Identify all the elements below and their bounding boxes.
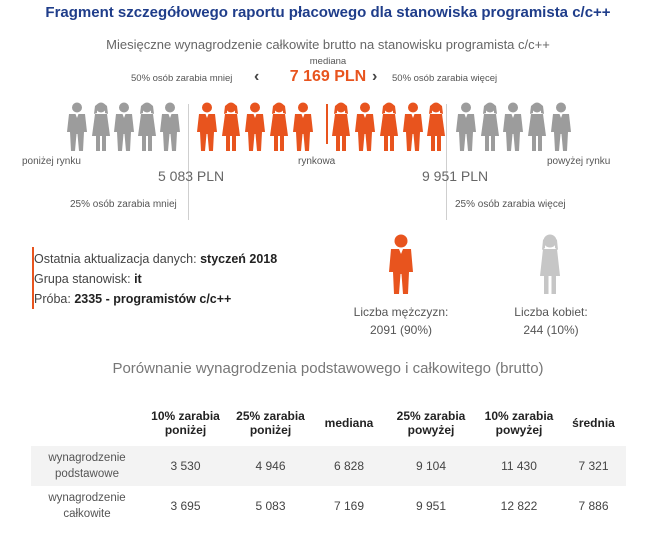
table-header-row: 10% zarabia poniżej 25% zarabia poniżej … [31, 400, 626, 446]
person-icon [427, 102, 445, 151]
sample-row: Próba: 2335 - programistów c/c++ [34, 292, 231, 306]
person-icon [114, 102, 134, 151]
update-label: Ostatnia aktualizacja danych: [34, 252, 197, 266]
person-icon [67, 102, 87, 151]
quartile-divider-right [446, 104, 447, 220]
comparison-table: 10% zarabia poniżej 25% zarabia poniżej … [31, 400, 626, 526]
table-row: wynagrodzenie całkowite 3 695 5 083 7 16… [31, 486, 626, 526]
upper-quartile-text: 25% osób zarabia więcej [455, 199, 566, 210]
sample-value: 2335 - programistów c/c++ [74, 292, 232, 306]
group-label: Grupa stanowisk: [34, 272, 131, 286]
row-label: wynagrodzenie podstawowe [31, 446, 143, 486]
person-icon [380, 102, 398, 151]
person-icon [551, 102, 571, 151]
lower-quartile-value: 5 083 PLN [158, 168, 225, 184]
men-count-label: Liczba mężczyzn: [353, 305, 449, 319]
people-row [0, 102, 656, 154]
male-icon [389, 234, 413, 294]
table-header: średnia [572, 416, 615, 430]
chevron-right-icon: › [372, 68, 378, 85]
info-accent-bar [32, 247, 34, 309]
chart-subtitle: Miesięczne wynagrodzenie całkowite brutt… [106, 37, 550, 52]
sample-label: Próba: [34, 292, 71, 306]
table-cell: 9 951 [415, 499, 447, 513]
person-icon [528, 102, 546, 151]
person-icon [92, 102, 110, 151]
table-cell: 6 828 [313, 446, 385, 486]
table-header: 10% zarabia poniżej [151, 409, 220, 437]
below-market-label: poniżej rynku [22, 156, 81, 167]
table-header: mediana [324, 416, 374, 430]
person-icon [293, 102, 313, 151]
table-header-empty [31, 400, 143, 446]
table-cell: 4 946 [228, 446, 313, 486]
market-label: rynkowa [298, 156, 336, 167]
person-icon [160, 102, 180, 151]
person-icon [481, 102, 499, 151]
person-icon [222, 102, 240, 151]
person-icon [403, 102, 423, 151]
group-value: it [134, 272, 142, 286]
table-cell: 7 321 [561, 446, 626, 486]
person-icon [355, 102, 375, 151]
table-cell: 9 104 [385, 446, 477, 486]
comparison-title: Porównanie wynagrodzenia podstawowego i … [112, 360, 544, 377]
women-count-value: 244 (10%) [523, 323, 579, 337]
table-cell: 7 169 [333, 499, 365, 513]
update-row: Ostatnia aktualizacja danych: styczeń 20… [34, 252, 277, 266]
table-cell: 12 822 [500, 499, 538, 513]
report-title: Fragment szczegółowego raportu płacowego… [45, 4, 611, 21]
table-cell: 3 695 [170, 499, 201, 513]
group-row: Grupa stanowisk: it [34, 272, 142, 286]
women-count-label: Liczba kobiet: [514, 305, 588, 319]
above-market-label: powyżej rynku [547, 156, 611, 167]
person-icon [270, 102, 288, 151]
person-icon [138, 102, 156, 151]
person-icon [332, 102, 350, 151]
table-cell: 11 430 [477, 446, 561, 486]
table-row: wynagrodzenie podstawowe 3 530 4 946 6 8… [31, 446, 626, 486]
person-icon [245, 102, 265, 151]
median-label: mediana [309, 56, 347, 67]
median-value: 7 169 PLN [289, 68, 367, 85]
upper-quartile-value: 9 951 PLN [422, 168, 489, 184]
table-cell: 5 083 [255, 499, 286, 513]
above-median-text: 50% osób zarabia więcej [392, 73, 498, 84]
table-cell: 7 886 [578, 499, 609, 513]
person-icon [503, 102, 523, 151]
below-median-text: 50% osób zarabia mniej [131, 73, 233, 84]
table-cell: 3 530 [143, 446, 228, 486]
quartile-divider-left [188, 104, 189, 220]
row-label: wynagrodzenie całkowite [48, 492, 126, 520]
chevron-left-icon: ‹ [254, 68, 260, 85]
person-icon [197, 102, 217, 151]
table-header: 25% zarabia poniżej [236, 409, 305, 437]
female-icon [540, 234, 560, 294]
table-header: 25% zarabia powyżej [396, 409, 466, 437]
lower-quartile-text: 25% osób zarabia mniej [70, 199, 177, 210]
update-value: styczeń 2018 [200, 252, 278, 266]
men-count-value: 2091 (90%) [369, 323, 433, 337]
table-header: 10% zarabia powyżej [484, 409, 554, 437]
person-icon [456, 102, 476, 151]
median-divider [326, 104, 328, 144]
